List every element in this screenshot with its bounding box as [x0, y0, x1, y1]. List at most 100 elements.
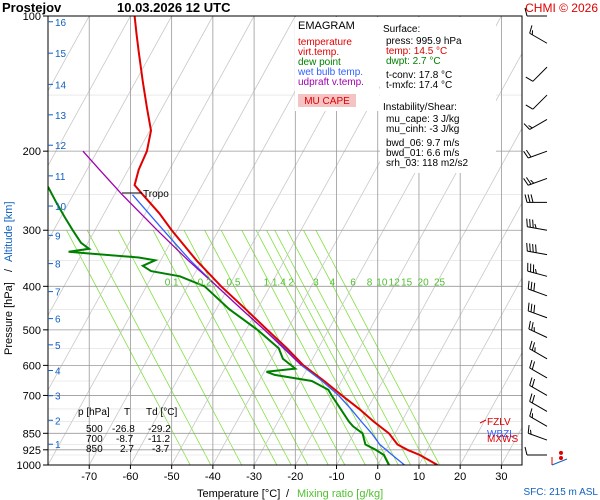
wind-barb-shaft — [529, 32, 548, 44]
wind-barb-760 — [529, 393, 548, 412]
wind-barb-flag — [531, 361, 536, 370]
t-conv: t-conv: 17.8 °C — [386, 70, 452, 81]
wind-barb-flag — [523, 123, 531, 130]
skew-grid-line — [501, 426, 522, 465]
wind-barb-820 — [529, 408, 548, 427]
mixing-ratio-label-1: 1 — [264, 277, 270, 288]
x-axis-title-mixing: Mixing ratio [g/kg] — [297, 488, 383, 500]
table-row-700-p: 700 — [86, 434, 103, 445]
mixing-ratio-label-10: 10 — [376, 277, 388, 288]
mu-cape-badge: MU CAPE — [304, 96, 350, 107]
wind-barb-flag — [531, 322, 534, 331]
wind-barb-shaft — [527, 226, 548, 231]
series-udpraft-v-temp- — [82, 150, 302, 366]
mixing-ratio-line-4 — [167, 230, 292, 465]
wind-barb-200 — [523, 149, 548, 159]
x-tick-label--70: -70 — [81, 471, 97, 483]
wind-barb-flag — [525, 104, 534, 110]
mixing-ratio-line-12 — [286, 230, 412, 465]
altitude-tick-label-11: 11 — [55, 172, 66, 183]
axes: 0.1 0.2 0.5 1 1.4 2 3 4 6 8 10 12 15 20 25100200300400… — [17, 11, 523, 483]
wind-barb-flag — [530, 429, 532, 435]
wind-barb-flag — [528, 320, 531, 330]
mxws-label: MXWS — [487, 434, 518, 445]
mixing-ratio-label-2: 2 — [288, 277, 294, 288]
y-tick-label-200: 200 — [23, 146, 41, 158]
wind-barb-flag — [531, 342, 536, 351]
legend-item-dew-point: dew point — [298, 57, 341, 68]
y-tick-label-700: 700 — [23, 390, 41, 402]
altitude-tick-label-13: 13 — [55, 111, 67, 122]
mixing-ratio-label-6: 6 — [350, 277, 356, 288]
wind-barb-flag — [524, 194, 528, 203]
y-tick-label-600: 600 — [23, 360, 41, 372]
mixing-ratio-label-0.5: 0.5 — [227, 277, 241, 288]
legend-item-temperature: temperature — [298, 37, 352, 48]
wind-barb-flag — [529, 359, 533, 369]
altitude-tick-label-8: 8 — [55, 260, 61, 271]
altitude-tick-label-10: 10 — [55, 202, 67, 213]
srh-03: srh_03: 118 m2/s2 — [386, 158, 469, 169]
wind-barb-700 — [529, 377, 548, 396]
wind-barb-flag — [526, 218, 528, 227]
wind-barb-shaft — [529, 348, 548, 360]
table-row-850-p: 850 — [86, 444, 103, 455]
series-temperature — [133, 16, 438, 465]
wind-marker-surface — [559, 450, 563, 455]
mixing-ratio-label-1.4: 1.4 — [272, 277, 286, 288]
wind-barb-shaft — [529, 401, 548, 412]
x-axis-title: Temperature [°C] / Mixing ratio [g/kg] — [197, 488, 383, 500]
altitude-tick-label-14: 14 — [55, 80, 67, 91]
y-axis-title-altitude: Altitude [km] — [3, 201, 15, 262]
mixing-ratio-label-20: 20 — [418, 277, 430, 288]
mu-cinh: mu_cinh: -3 J/kg — [386, 124, 459, 135]
x-tick-label--50: -50 — [164, 471, 180, 483]
mixing-ratio-label-4: 4 — [330, 277, 336, 288]
level-table: p [hPa] T Td [°C] 500 -26.8 -29.2 700 -8… — [78, 407, 177, 455]
x-tick-label-10: 10 — [413, 471, 425, 483]
wind-barb-flag — [529, 243, 531, 252]
mixing-ratio-line-0 — [66, 230, 191, 465]
surface-temp: temp: 14.5 °C — [386, 46, 447, 57]
wind-barb-300 — [526, 218, 548, 231]
wind-barb-flag — [528, 125, 533, 129]
surface-press: press: 995.9 hPa — [386, 36, 462, 47]
bwd-06: bwd_06: 9.7 m/s — [386, 138, 459, 149]
wind-barb-420 — [527, 280, 548, 297]
series-wet-bulb-temp- — [132, 194, 405, 465]
table-row-700-t: -8.7 — [116, 434, 134, 445]
surface-dwpt: dwpt: 2.7 °C — [386, 56, 441, 67]
table-header-t: T — [124, 407, 130, 418]
wind-barb-flag — [530, 281, 533, 291]
wind-barb-shaft — [528, 150, 548, 159]
wind-barb-100 — [524, 7, 547, 17]
legend-title: EMAGRAM — [298, 20, 355, 32]
mixing-ratio-label-0.2: 0.2 — [198, 277, 212, 288]
y-axis-title-sep: / — [3, 268, 15, 272]
mixing-ratio-line-6 — [204, 230, 329, 465]
x-axis-title-temp: Temperature [°C] — [197, 488, 280, 500]
table-row-850-t: 2.7 — [120, 444, 134, 455]
skew-grid-line — [543, 16, 600, 465]
table-header-td: Td [°C] — [146, 407, 177, 418]
wind-barb-flag — [527, 280, 530, 290]
wind-barb-flag — [533, 282, 536, 292]
wind-barb-380 — [527, 262, 548, 277]
y-tick-label-300: 300 — [23, 225, 41, 237]
wind-barb-shaft — [527, 270, 548, 277]
mu-cape-badge-bg — [298, 94, 356, 107]
wind-barb-flag — [531, 378, 536, 388]
x-tick-label--60: -60 — [122, 471, 138, 483]
wind-barb-flag — [529, 219, 531, 228]
x-tick-label--20: -20 — [287, 471, 303, 483]
altitude-tick-label-1: 1 — [55, 440, 61, 451]
wind-barb-flag — [527, 194, 531, 203]
wind-barb-flag — [524, 446, 528, 456]
wind-barb-flag — [530, 194, 534, 203]
wind-barb-flag — [535, 244, 537, 253]
wind-barb-shaft — [529, 119, 548, 130]
x-tick-label--30: -30 — [246, 471, 262, 483]
altitude-tick-label-5: 5 — [55, 341, 61, 352]
y-tick-label-925: 925 — [23, 445, 41, 457]
